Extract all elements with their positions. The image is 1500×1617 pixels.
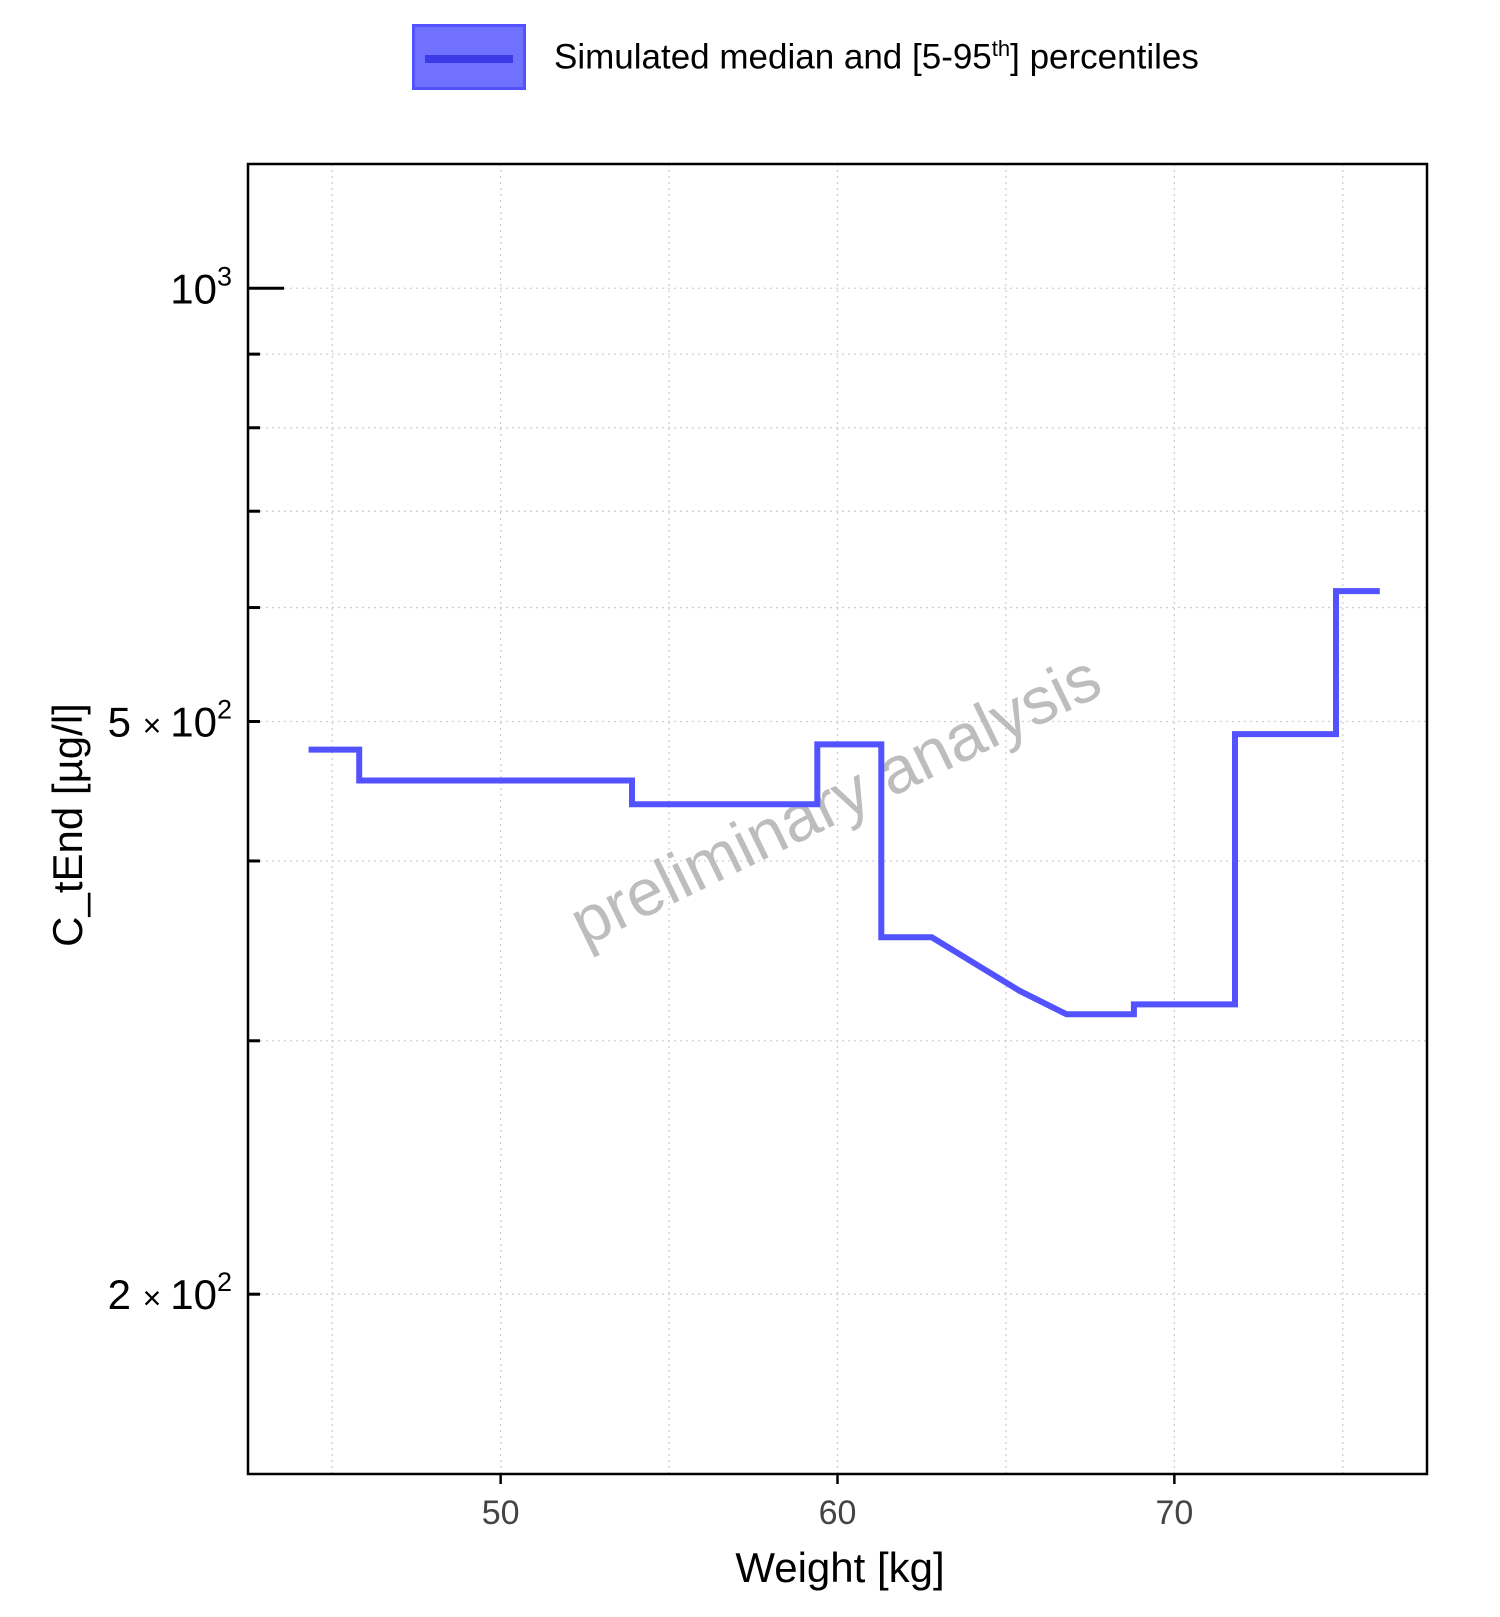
legend-key-line	[425, 55, 513, 63]
series	[308, 588, 1380, 1018]
y-axis-label: C_tEnd [µg/l]	[44, 703, 91, 947]
x-tick-label: 70	[1155, 1494, 1193, 1532]
x-axis-label: Weight [kg]	[735, 1544, 945, 1591]
legend-label: Simulated median and [5-95th] percentile…	[554, 36, 1199, 78]
grid	[248, 164, 1427, 1474]
axes: 2 × 102 5 × 102 103 50 60 70	[108, 162, 1429, 1532]
y-tick-label: 103	[170, 261, 232, 312]
watermark: preliminary analysis	[558, 639, 1111, 960]
legend-label-main: Simulated median and [5-95	[554, 37, 992, 77]
y-tick-label: 2 × 102	[108, 1267, 232, 1318]
x-tick-label: 60	[819, 1494, 857, 1532]
series-line	[308, 588, 1380, 1018]
y-tick-label: 5 × 102	[108, 695, 232, 746]
legend-key	[412, 24, 526, 90]
legend-label-end: ] percentiles	[1010, 37, 1199, 77]
x-tick-label: 50	[482, 1494, 520, 1532]
legend: Simulated median and [5-95th] percentile…	[412, 22, 1199, 92]
legend-label-sup: th	[991, 36, 1011, 62]
